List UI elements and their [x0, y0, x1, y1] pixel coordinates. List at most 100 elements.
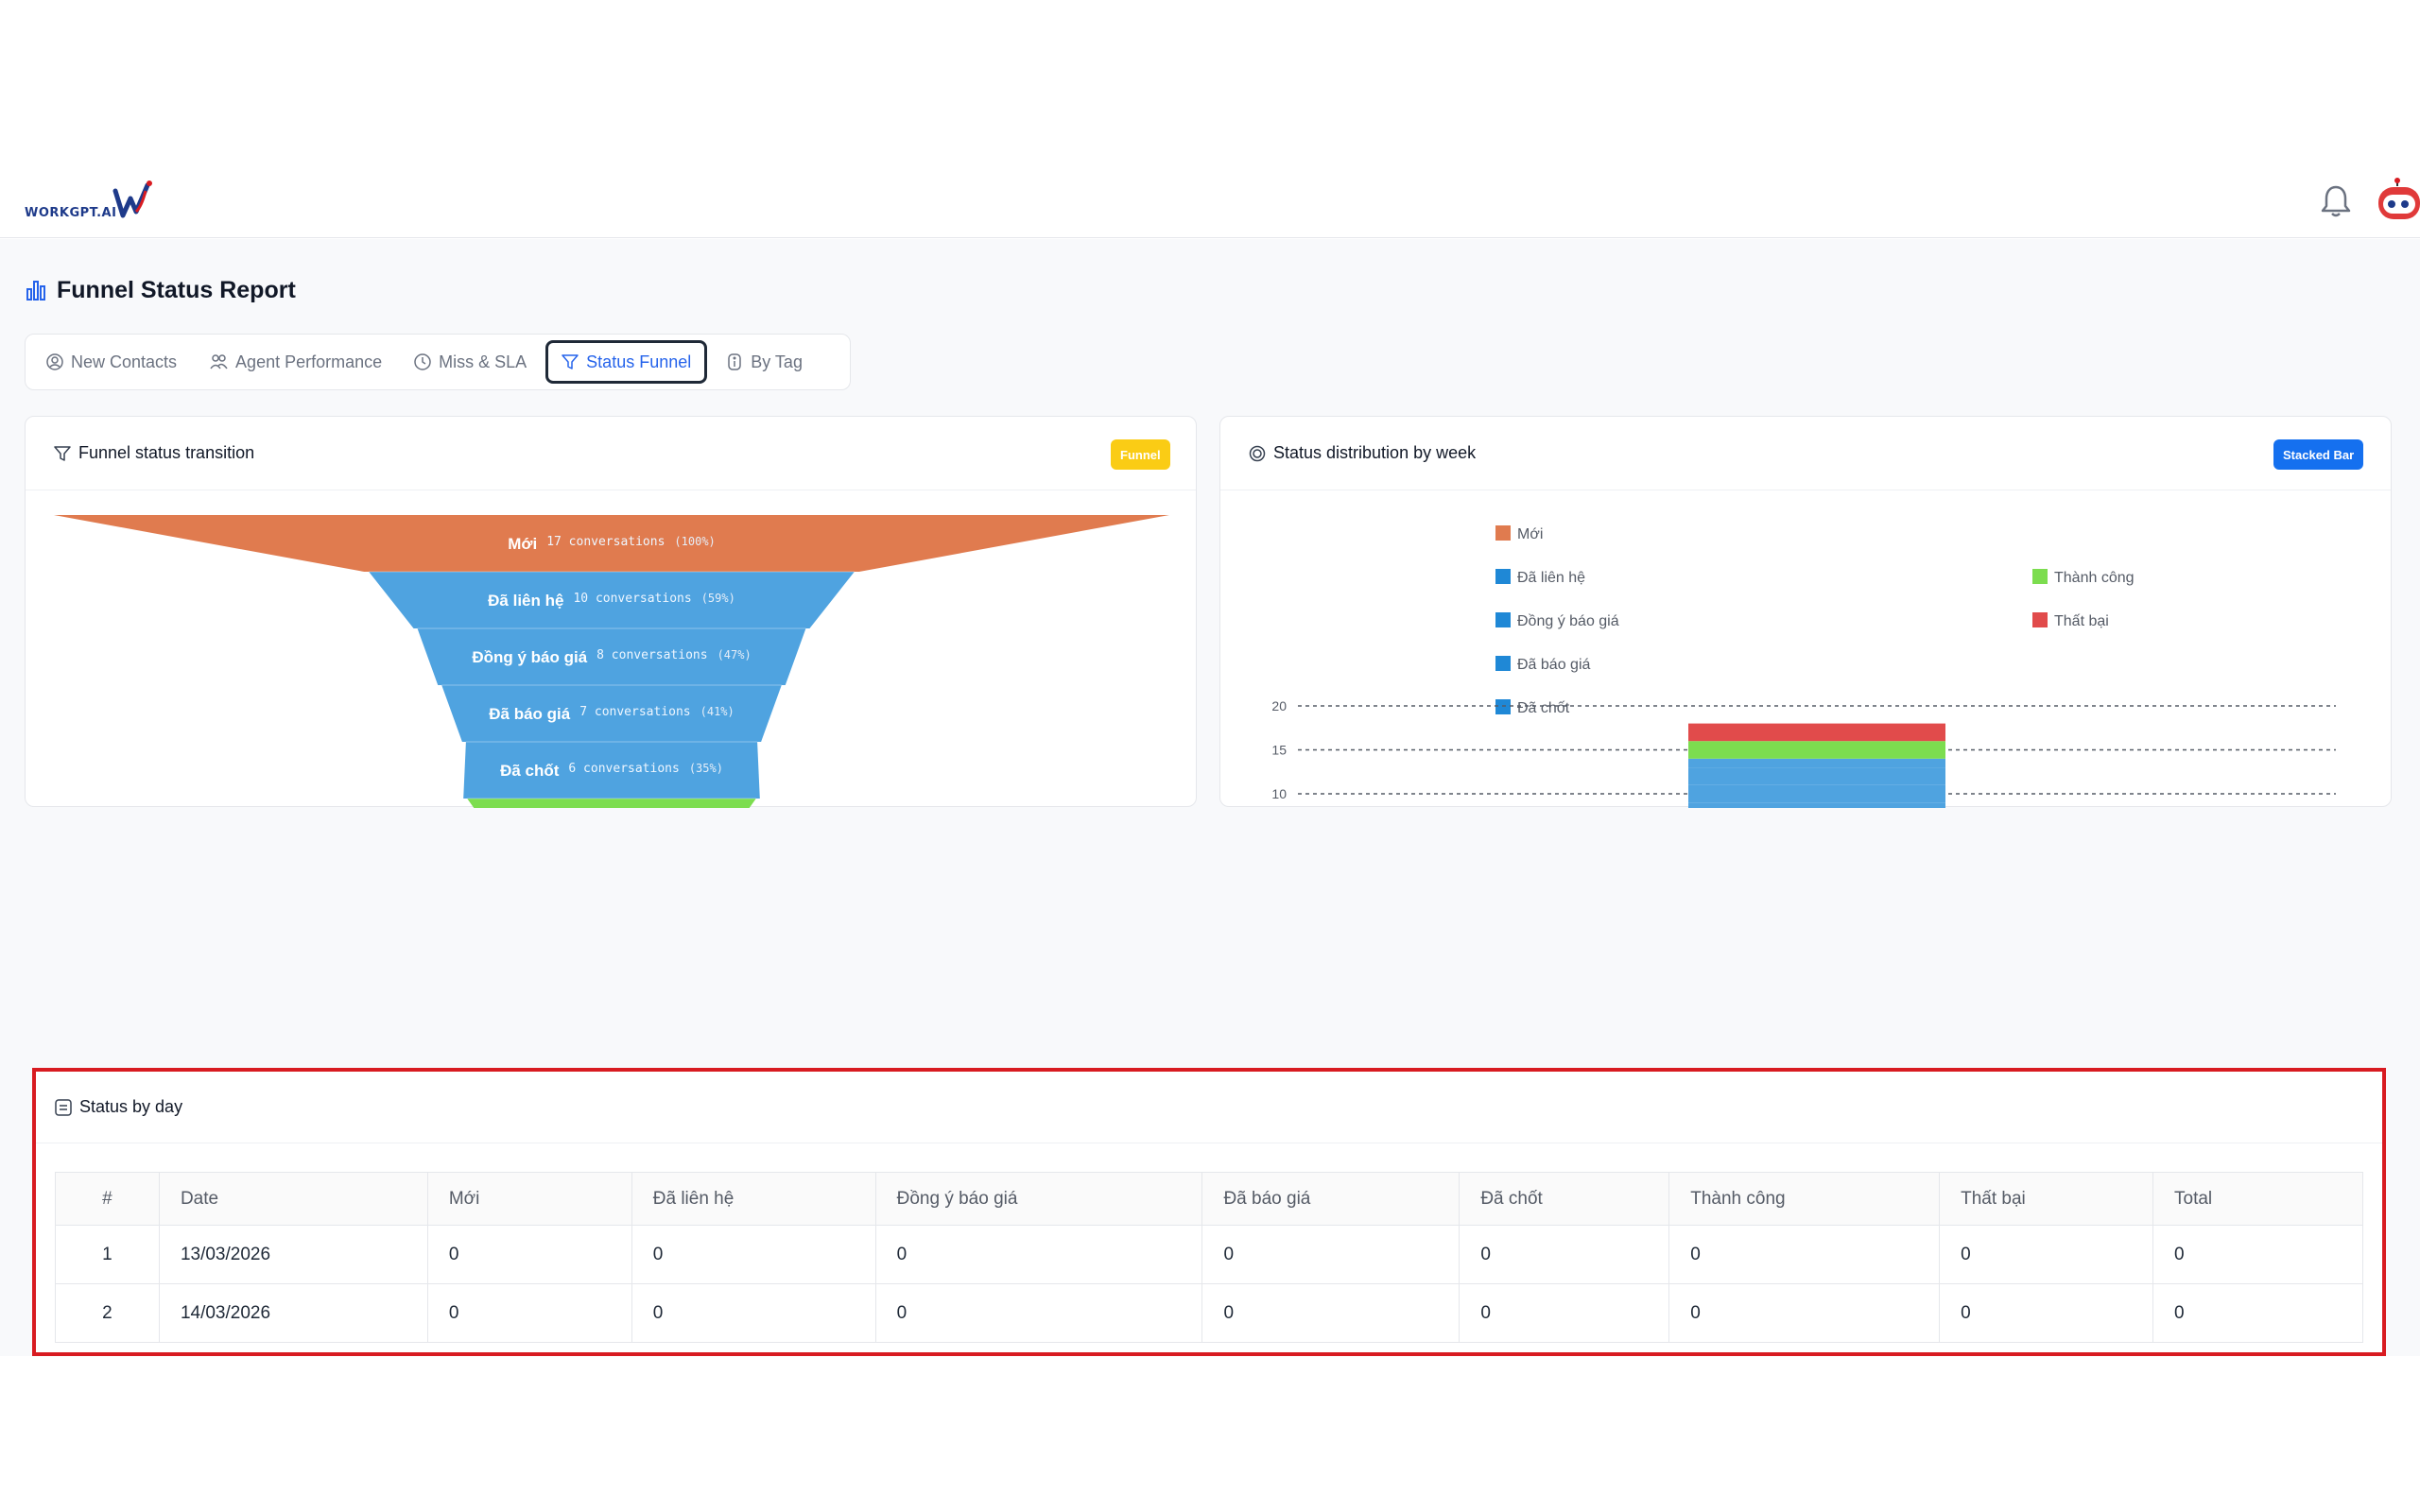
tab-new-contacts[interactable]: New Contacts — [33, 340, 190, 384]
column-header[interactable]: Đã liên hệ — [631, 1172, 876, 1226]
user-circle-icon — [46, 353, 63, 370]
legend-label: Mới — [1517, 526, 1543, 542]
legend-swatch — [2032, 569, 2048, 584]
column-header[interactable]: Date — [158, 1172, 428, 1226]
table-cell: 0 — [1201, 1225, 1461, 1284]
tab-agent-performance[interactable]: Agent Performance — [196, 340, 395, 384]
funnel-stage-label: Đồng ý báo giá 8 conversations (47%) — [472, 648, 751, 666]
tab-label: By Tag — [751, 352, 803, 371]
legend-label: Thất bại — [2054, 613, 2109, 629]
bar-segment — [1688, 767, 1945, 785]
y-tick-label: 20 — [1271, 698, 1287, 713]
tab-miss-sla[interactable]: Miss & SLA — [401, 340, 540, 384]
table-cell: 0 — [1201, 1283, 1461, 1343]
column-header[interactable]: Mới — [426, 1172, 632, 1226]
funnel-stage-label: Mới 17 conversations (100%) — [508, 535, 716, 553]
report-tabs: New Contacts Agent Performance Miss & SL… — [25, 334, 851, 390]
bar-chart-icon — [26, 281, 45, 301]
status-by-day-card: Status by day # Date Mới Đã liên hệ Đồng… — [32, 1068, 2386, 1356]
bar-segment — [1688, 784, 1945, 803]
legend-label: Đã chốt — [1517, 700, 1570, 716]
funnel-stage-label: Đã báo giá 7 conversations (41%) — [489, 705, 735, 723]
table-cell: 0 — [426, 1225, 632, 1284]
tab-label: Status Funnel — [586, 352, 692, 371]
funnel-chart: Mới 17 conversations (100%) Đã liên hệ 10 co… — [54, 515, 1169, 808]
stacked-bar-badge: Stacked Bar — [2273, 439, 2364, 470]
table-cell: 0 — [2152, 1283, 2363, 1343]
legend-swatch — [1495, 699, 1511, 714]
table-row[interactable]: 1 13/03/2026 0 0 0 0 0 0 0 0 — [55, 1225, 2363, 1284]
y-tick-label: 10 — [1271, 786, 1287, 801]
funnel-badge: Funnel — [1111, 439, 1170, 470]
table-cell: 14/03/2026 — [158, 1283, 428, 1343]
legend-label: Đồng ý báo giá — [1517, 613, 1619, 629]
bar-segment — [1688, 741, 1945, 759]
pie-chart-icon — [1249, 445, 1266, 461]
filter-icon — [562, 354, 579, 369]
legend-swatch — [1495, 656, 1511, 671]
table-cell: 0 — [1668, 1283, 1941, 1343]
table-row[interactable]: 2 14/03/2026 0 0 0 0 0 0 0 0 — [55, 1283, 2363, 1343]
bar-segment — [1688, 758, 1945, 768]
table-cell: 0 — [631, 1283, 876, 1343]
table-cell: 0 — [1668, 1225, 1941, 1284]
table-cell: 0 — [874, 1283, 1203, 1343]
status-table: # Date Mới Đã liên hệ Đồng ý báo giá Đã … — [55, 1172, 2363, 1343]
column-header[interactable]: Thành công — [1668, 1172, 1941, 1226]
table-cell: 0 — [1459, 1283, 1670, 1343]
column-header[interactable]: # — [55, 1172, 160, 1226]
legend-swatch — [1495, 569, 1511, 584]
column-header[interactable]: Total — [2152, 1172, 2363, 1226]
filter-icon — [54, 445, 71, 461]
bell-icon[interactable] — [2320, 181, 2352, 219]
bar-segment — [1688, 802, 1945, 808]
tag-icon — [728, 353, 741, 370]
legend-swatch — [1495, 525, 1511, 541]
card-title: Status distribution by week — [1273, 443, 1477, 462]
column-header[interactable]: Đã chốt — [1459, 1172, 1670, 1226]
table-cell: 1 — [55, 1225, 160, 1284]
tab-status-funnel[interactable]: Status Funnel — [545, 340, 708, 384]
funnel-stage — [369, 572, 855, 628]
logo-mark-icon — [112, 180, 152, 218]
logo[interactable]: WORKGPT.AI — [25, 178, 153, 223]
funnel-stage-label: Đã chốt 6 conversations (35%) — [500, 762, 723, 780]
table-cell: 0 — [874, 1225, 1203, 1284]
funnel-card: Funnel status transition Funnel Mới 17 co… — [25, 416, 1197, 808]
table-cell: 0 — [426, 1283, 632, 1343]
table-cell: 0 — [1939, 1283, 2154, 1343]
status-distribution-card: Status distribution by week Stacked Bar … — [1219, 416, 2392, 808]
card-title: Status by day — [79, 1097, 183, 1116]
legend-swatch — [2032, 612, 2048, 627]
funnel-stage — [54, 515, 1169, 572]
funnel-stage-label: Đã liên hệ 10 conversations (59%) — [488, 592, 735, 610]
avatar[interactable] — [2375, 178, 2420, 225]
stacked-bar-chart: Mới Đã liên hệ Đồng ý báo giá Đã báo giá Đã … — [1271, 525, 2336, 808]
tab-label: New Contacts — [71, 352, 178, 371]
robot-avatar-icon — [2378, 178, 2420, 219]
legend-label: Thành công — [2054, 570, 2135, 586]
bar-segment — [1688, 723, 1945, 742]
clock-icon — [414, 353, 431, 370]
page-title: Funnel Status Report — [26, 275, 296, 305]
column-header[interactable]: Đồng ý báo giá — [874, 1172, 1203, 1226]
logo-text: WORKGPT.AI — [25, 206, 117, 220]
funnel-stage — [463, 742, 760, 799]
funnel-stage — [467, 799, 756, 808]
legend-swatch — [1495, 612, 1511, 627]
users-icon — [210, 354, 228, 369]
table-cell: 0 — [2152, 1225, 2363, 1284]
legend-label: Đã liên hệ — [1517, 570, 1585, 586]
table-header-row: # Date Mới Đã liên hệ Đồng ý báo giá Đã … — [55, 1172, 2363, 1226]
column-header[interactable]: Thất bại — [1939, 1172, 2154, 1226]
funnel-stage — [417, 628, 806, 685]
column-header[interactable]: Đã báo giá — [1201, 1172, 1461, 1226]
tab-label: Miss & SLA — [439, 352, 527, 371]
card-header: Status distribution by week — [1220, 417, 2391, 490]
table-cell: 0 — [1459, 1225, 1670, 1284]
table-cell: 0 — [631, 1225, 876, 1284]
tab-by-tag[interactable]: By Tag — [713, 340, 816, 384]
table-cell: 2 — [55, 1283, 160, 1343]
card-header: Status by day — [36, 1072, 2382, 1143]
